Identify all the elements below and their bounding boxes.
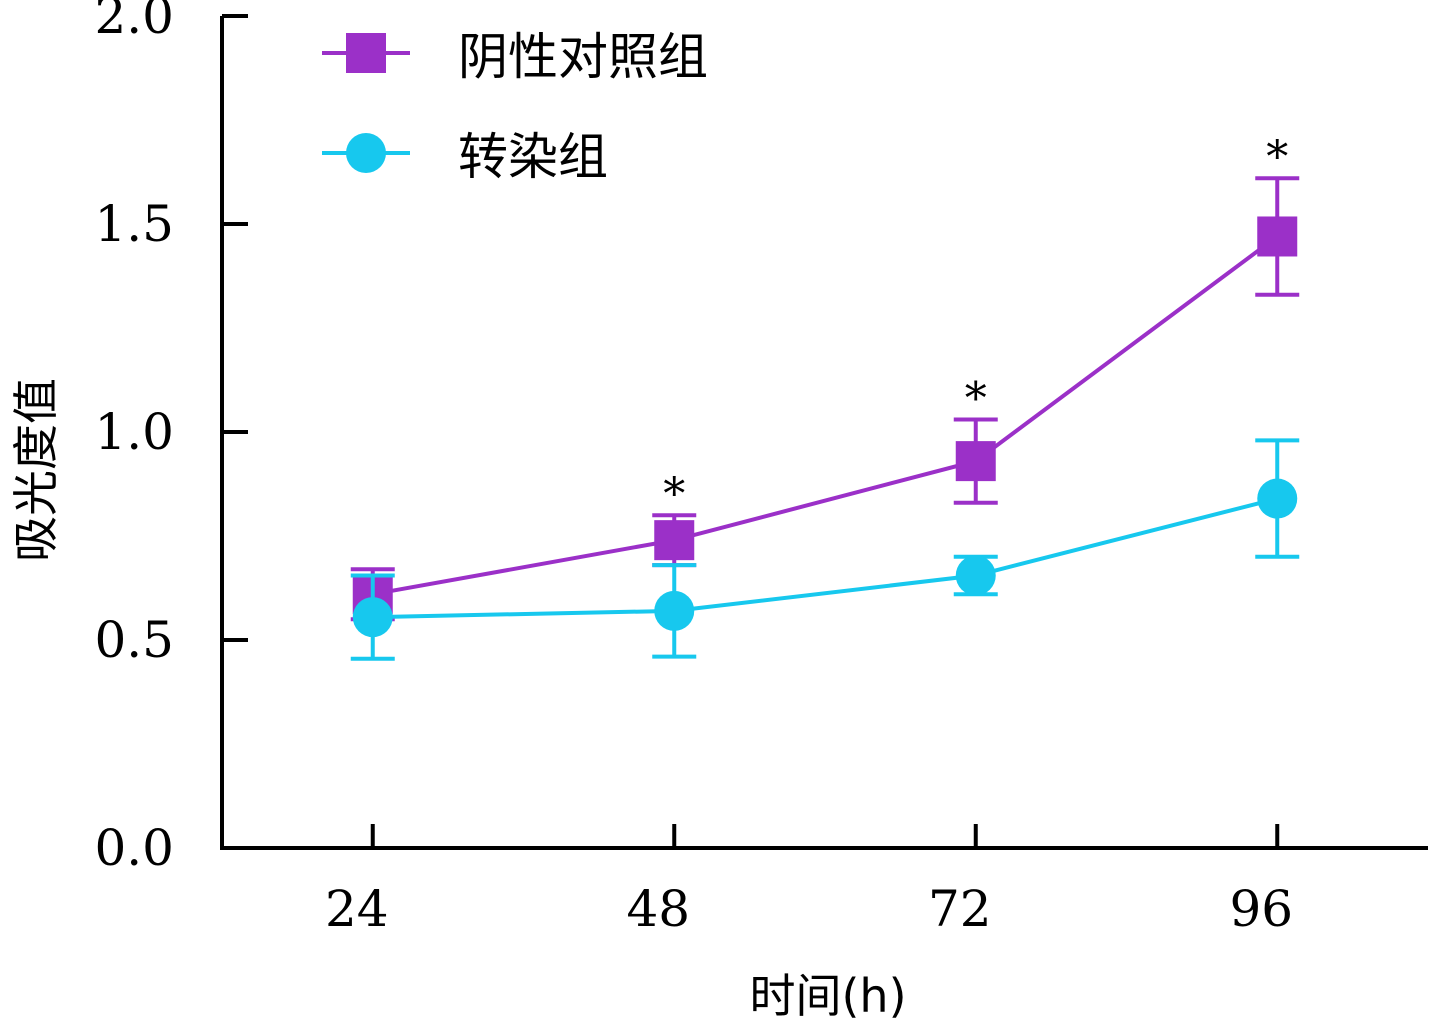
series-0-point-1 [654, 520, 695, 561]
series-0-significance-1: * [663, 469, 685, 520]
y-tick-label-2: 1.0 [94, 403, 174, 461]
axes: 0.0 0.5 1.0 1.5 2.0 24 48 72 96 [94, 0, 1428, 938]
series-1-point-0 [352, 597, 393, 638]
y-tick-label-0: 0.0 [94, 819, 174, 877]
x-tick-label-0: 24 [325, 880, 389, 938]
y-tick-label-3: 1.5 [94, 195, 174, 253]
series-1-point-3 [1257, 478, 1298, 519]
legend-entry-0: 阴性对照组 [322, 28, 708, 86]
series-0: * * * [350, 132, 1300, 622]
legend-entry-1: 转染组 [322, 128, 608, 186]
series-0-point-3 [1257, 216, 1298, 257]
x-tick-label-2: 72 [928, 880, 992, 938]
y-axis-title: 吸光度值 [9, 378, 63, 562]
y-tick-label-4: 2.0 [94, 0, 174, 45]
legend-label-1: 转染组 [458, 128, 608, 186]
y-tick-label-1: 0.5 [94, 611, 174, 669]
legend-marker-0 [346, 33, 386, 73]
series-1-line [372, 496, 1278, 620]
x-tick-label-1: 48 [626, 880, 690, 938]
series-0-line [372, 234, 1279, 597]
series-0-significance-3: * [1266, 132, 1288, 183]
series-layer: * * * [350, 132, 1300, 661]
series-1 [350, 438, 1300, 661]
series-1-point-1 [654, 590, 695, 631]
series-0-point-2 [955, 441, 996, 482]
legend-marker-1 [346, 133, 386, 173]
x-axis-title: 时间(h) [749, 969, 906, 1023]
series-0-significance-2: * [965, 374, 987, 425]
x-tick-label-3: 96 [1229, 880, 1293, 938]
series-1-point-2 [955, 555, 996, 596]
legend-label-0: 阴性对照组 [458, 28, 708, 86]
